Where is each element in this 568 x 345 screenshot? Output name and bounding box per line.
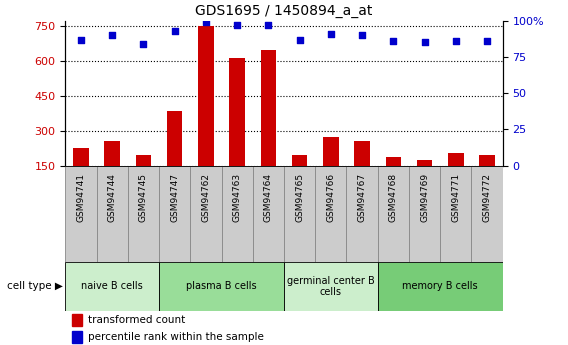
Bar	[72, 314, 82, 326]
Text: transformed count: transformed count	[87, 315, 185, 325]
Text: GSM94768: GSM94768	[389, 173, 398, 223]
Point	[170, 28, 179, 33]
Text: GSM94765: GSM94765	[295, 173, 304, 223]
Bar	[417, 160, 432, 200]
Text: naive B cells: naive B cells	[81, 282, 143, 291]
Text: GSM94744: GSM94744	[108, 173, 116, 222]
Text: GSM94762: GSM94762	[202, 173, 210, 222]
Bar	[378, 166, 409, 262]
Bar	[292, 155, 307, 200]
Text: germinal center B
cells: germinal center B cells	[287, 276, 375, 297]
Text: GSM94764: GSM94764	[264, 173, 273, 222]
Bar	[261, 50, 276, 200]
Text: GSM94769: GSM94769	[420, 173, 429, 223]
Point	[264, 22, 273, 28]
Bar	[346, 166, 378, 262]
Point	[420, 40, 429, 45]
Point	[326, 31, 335, 37]
Bar	[136, 155, 151, 200]
Bar	[253, 166, 284, 262]
Title: GDS1695 / 1450894_a_at: GDS1695 / 1450894_a_at	[195, 4, 373, 18]
Bar	[105, 141, 120, 200]
Point	[295, 37, 304, 42]
Bar	[409, 166, 440, 262]
Bar	[159, 166, 190, 262]
Bar	[378, 262, 503, 310]
Text: cell type ▶: cell type ▶	[7, 282, 64, 291]
Point	[358, 32, 367, 38]
Point	[202, 19, 211, 25]
Point	[233, 22, 242, 28]
Bar	[448, 153, 463, 200]
Bar	[97, 166, 128, 262]
Text: GSM94767: GSM94767	[358, 173, 366, 223]
Bar	[190, 166, 222, 262]
Bar	[471, 166, 503, 262]
Bar	[386, 157, 401, 200]
Bar	[65, 166, 97, 262]
Bar	[198, 27, 214, 200]
Bar	[284, 262, 378, 310]
Bar	[159, 262, 284, 310]
Text: GSM94766: GSM94766	[327, 173, 335, 223]
Point	[483, 38, 492, 44]
Bar	[73, 148, 89, 200]
Text: percentile rank within the sample: percentile rank within the sample	[87, 333, 264, 342]
Text: plasma B cells: plasma B cells	[186, 282, 257, 291]
Point	[389, 38, 398, 44]
Bar	[315, 166, 346, 262]
Bar	[222, 166, 253, 262]
Bar	[128, 166, 159, 262]
Bar	[72, 331, 82, 343]
Point	[139, 41, 148, 47]
Text: GSM94745: GSM94745	[139, 173, 148, 222]
Bar	[440, 166, 471, 262]
Bar	[167, 111, 182, 200]
Point	[451, 38, 460, 44]
Point	[108, 32, 117, 38]
Text: GSM94771: GSM94771	[452, 173, 460, 223]
Bar	[354, 141, 370, 200]
Text: GSM94747: GSM94747	[170, 173, 179, 222]
Point	[76, 37, 86, 42]
Text: memory B cells: memory B cells	[402, 282, 478, 291]
Bar	[323, 137, 339, 200]
Text: GSM94772: GSM94772	[483, 173, 491, 222]
Text: GSM94741: GSM94741	[77, 173, 85, 222]
Text: GSM94763: GSM94763	[233, 173, 241, 223]
Bar	[229, 58, 245, 200]
Bar	[479, 155, 495, 200]
Bar	[284, 166, 315, 262]
Bar	[65, 262, 159, 310]
